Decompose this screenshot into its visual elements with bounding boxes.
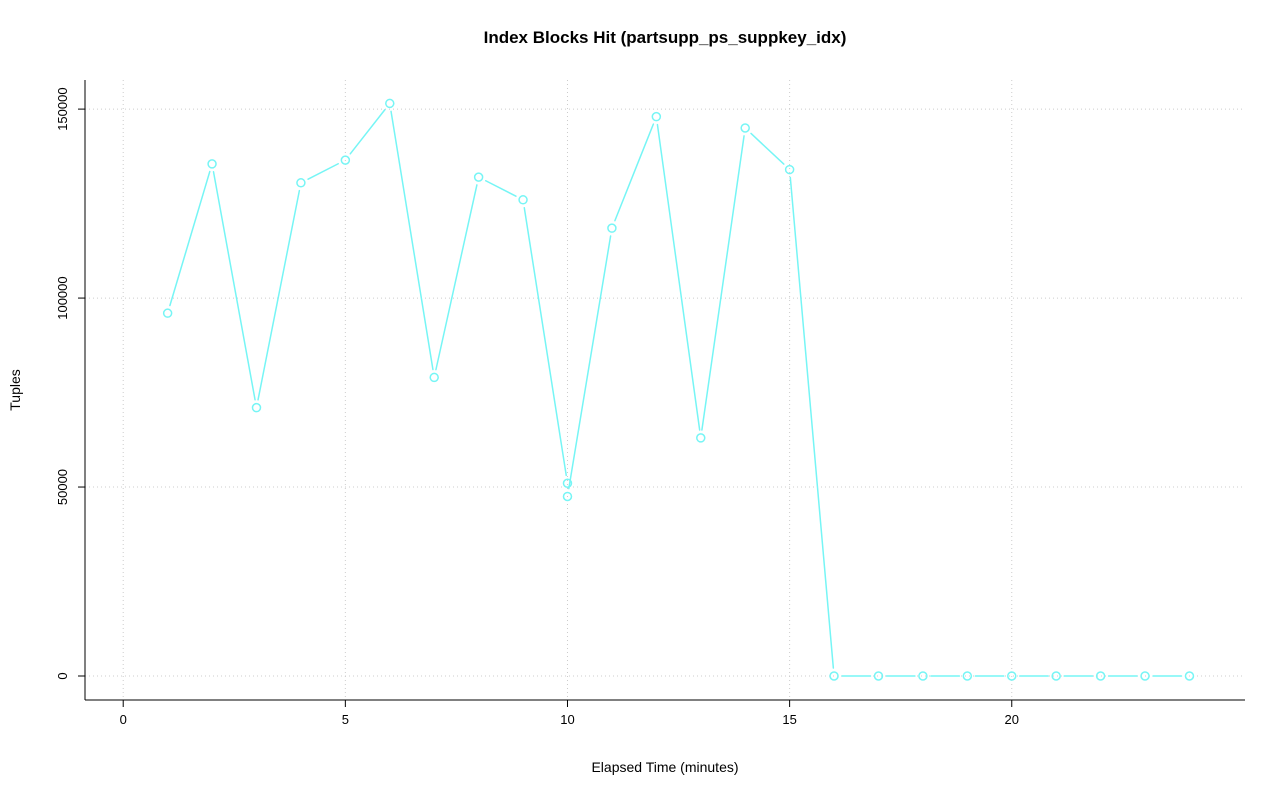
data-series: [162, 98, 1195, 681]
tick-labels: 0 5 10 15 20 0 50000 100000 150000: [55, 87, 1019, 727]
x-axis-label: Elapsed Time (minutes): [591, 759, 738, 775]
data-point-marker: [740, 123, 750, 133]
data-point-marker: [207, 159, 217, 169]
data-point-marker: [429, 372, 439, 383]
data-point-marker: [784, 164, 795, 175]
data-point-marker: [918, 671, 928, 681]
y-tick-label: 150000: [55, 87, 70, 130]
data-point-marker: [296, 178, 306, 188]
x-tick-label: 5: [342, 712, 349, 727]
x-tick-label: 20: [1005, 712, 1019, 727]
data-point-marker: [473, 172, 484, 182]
y-tick-label: 100000: [55, 276, 70, 319]
x-tick-label: 10: [560, 712, 574, 727]
y-tick-label: 0: [55, 672, 70, 679]
data-point-marker: [162, 308, 173, 318]
data-point-marker: [829, 671, 839, 681]
data-point-marker: [251, 402, 262, 413]
x-tick-label: 0: [120, 712, 127, 727]
data-point-marker: [696, 433, 706, 443]
data-point-marker: [1140, 671, 1150, 681]
data-point-marker: [651, 111, 662, 122]
data-point-marker: [518, 195, 528, 205]
data-point-marker: [607, 223, 617, 233]
y-tick-label: 50000: [55, 469, 70, 505]
data-point-marker: [1095, 671, 1106, 681]
x-tick-label: 15: [782, 712, 796, 727]
data-point-marker: [1184, 671, 1195, 681]
data-point-marker: [340, 155, 351, 165]
axes: [78, 80, 1245, 707]
data-point-marker: [873, 671, 884, 681]
data-point-marker: [562, 491, 573, 502]
data-point-marker: [1007, 671, 1017, 681]
data-point-marker: [385, 98, 395, 109]
data-point-marker: [562, 478, 573, 489]
data-point-marker: [962, 671, 973, 681]
gridlines: [85, 80, 1245, 700]
y-axis-label: Tuples: [7, 369, 23, 411]
chart-title: Index Blocks Hit (partsupp_ps_suppkey_id…: [484, 28, 847, 47]
data-point-marker: [1051, 671, 1061, 681]
